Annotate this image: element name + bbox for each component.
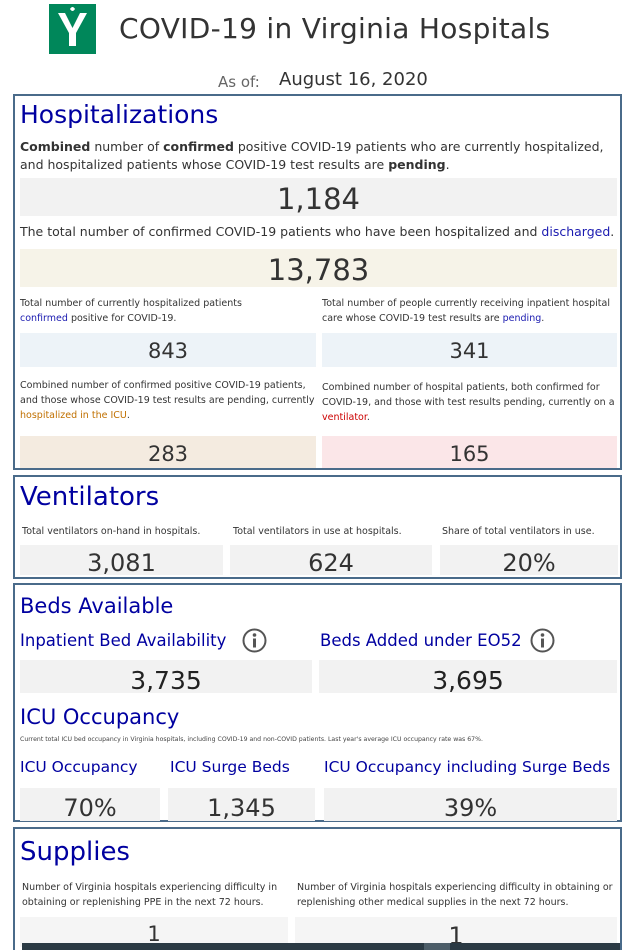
ventilator-text-1: Combined number of hospital patients, bo…	[322, 382, 615, 408]
supplies-panel: Supplies Number of Virginia hospitals ex…	[13, 827, 622, 950]
vent-on-hand-value: 3,081	[20, 545, 223, 577]
icu-occupancy-label: ICU Occupancy	[20, 758, 138, 776]
pending-value: 341	[322, 333, 617, 367]
ppe-label: Number of Virginia hospitals experiencin…	[22, 882, 278, 908]
confirmed-emph: confirmed	[163, 139, 234, 154]
icu-occupancy-value: 70%	[20, 788, 160, 822]
vent-on-hand-label: Total ventilators on-hand in hospitals.	[22, 526, 201, 537]
combined-text-1: number of	[90, 139, 164, 154]
page-header: COVID-19 in Virginia Hospitals As of: Au…	[0, 0, 624, 95]
icu-occupancy-description: Current total ICU bed occupancy in Virgi…	[20, 736, 483, 743]
discharged-emph: discharged	[541, 224, 611, 239]
hospitalizations-title: Hospitalizations	[20, 100, 219, 129]
icu-incl-surge-label: ICU Occupancy including Surge Beds	[324, 758, 611, 776]
ventilators-panel: Ventilators Total ventilators on-hand in…	[13, 475, 622, 579]
pending-emph: pending	[388, 157, 446, 172]
vent-in-use-value: 624	[230, 545, 432, 577]
ventilator-description: Combined number of hospital patients, bo…	[322, 380, 617, 425]
ventilators-title: Ventilators	[20, 482, 160, 512]
combined-emph: Combined	[20, 139, 91, 154]
vent-share-value: 20%	[440, 545, 618, 577]
other-supplies-label: Number of Virginia hospitals experiencin…	[297, 882, 613, 908]
hospitalizations-panel: Hospitalizations Combined number of conf…	[13, 94, 622, 470]
discharged-text-1: The total number of confirmed COVID-19 p…	[20, 224, 542, 239]
pending-text-1: Total number of people currently receivi…	[322, 298, 610, 324]
ventilator-value: 165	[322, 436, 617, 468]
vent-in-use-label: Total ventilators in use at hospitals.	[233, 526, 402, 537]
icu-surge-value: 1,345	[168, 788, 315, 822]
horizontal-scrollbar[interactable]	[22, 943, 620, 950]
combined-value: 1,184	[20, 178, 617, 216]
icu-text-2: .	[126, 410, 130, 421]
discharged-value: 13,783	[20, 249, 617, 287]
confirmed-text-2: positive for COVID-19.	[67, 313, 177, 324]
vent-share-label: Share of total ventilators in use.	[442, 526, 595, 537]
beds-panel: Beds Available Inpatient Bed Availabilit…	[13, 583, 622, 822]
discharged-text-2: .	[610, 224, 615, 239]
pending-link: pending	[502, 313, 542, 324]
inpatient-bed-value: 3,735	[20, 660, 312, 695]
combined-description: Combined number of confirmed positive CO…	[20, 138, 615, 174]
inpatient-bed-label: Inpatient Bed Availability	[20, 631, 227, 650]
info-icon[interactable]	[242, 628, 267, 653]
icu-surge-label: ICU Surge Beds	[170, 758, 290, 776]
other-supplies-value: 1	[295, 917, 617, 950]
page-title: COVID-19 in Virginia Hospitals	[119, 12, 551, 45]
combined-text-2: positive COVID-19 patients who are curre…	[20, 139, 604, 172]
confirmed-description: Total number of currently hospitalized p…	[20, 296, 285, 326]
discharged-description: The total number of confirmed COVID-19 p…	[20, 223, 615, 241]
beds-title: Beds Available	[20, 594, 174, 618]
pending-description: Total number of people currently receivi…	[322, 296, 617, 326]
vhha-logo	[49, 4, 96, 54]
ventilator-emph: ventilator	[322, 412, 367, 423]
ppe-value: 1	[20, 917, 288, 947]
info-icon[interactable]	[530, 628, 555, 653]
combined-text-3: .	[445, 157, 450, 172]
eo52-bed-label: Beds Added under EO52	[320, 631, 522, 650]
scrollbar-thumb[interactable]	[424, 943, 450, 950]
icu-emph: hospitalized in the ICU	[20, 410, 127, 421]
eo52-bed-value: 3,695	[319, 660, 617, 695]
as-of-date: August 16, 2020	[279, 69, 428, 90]
pending-text-2: .	[541, 313, 545, 324]
icu-text-1: Combined number of confirmed positive CO…	[20, 380, 315, 406]
confirmed-text-1: Total number of currently hospitalized p…	[20, 298, 242, 309]
confirmed-link: confirmed	[20, 313, 68, 324]
confirmed-value: 843	[20, 333, 316, 367]
ventilator-text-2: .	[366, 412, 370, 423]
as-of-label: As of:	[218, 73, 260, 91]
icu-description: Combined number of confirmed positive CO…	[20, 378, 315, 423]
icu-incl-surge-value: 39%	[324, 788, 617, 822]
icu-value: 283	[20, 436, 316, 468]
supplies-title: Supplies	[20, 837, 130, 867]
icu-occupancy-heading: ICU Occupancy	[20, 705, 180, 729]
